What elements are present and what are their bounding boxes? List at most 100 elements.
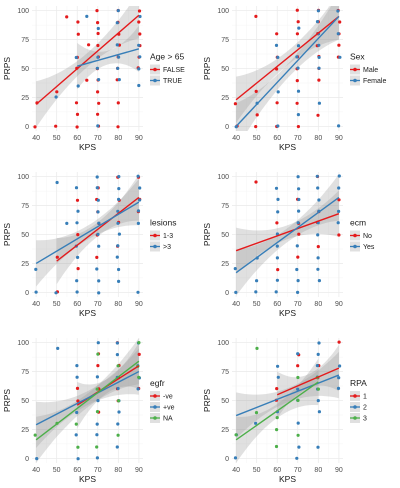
x-tick-label: 40 xyxy=(232,135,240,142)
x-tick-label: 60 xyxy=(73,135,81,142)
data-point-+ve xyxy=(117,410,121,414)
y-axis-label: PRPS xyxy=(202,389,212,412)
data-point-+ve xyxy=(115,445,119,449)
y-tick-label: 100 xyxy=(17,174,29,181)
data-point-FALSE xyxy=(76,20,80,24)
legend-key-point xyxy=(153,244,157,249)
legend-key-point xyxy=(353,394,357,398)
x-axis-label: KPS xyxy=(279,308,296,318)
y-tick-label: 25 xyxy=(221,95,229,102)
data-point-Yes xyxy=(336,221,340,225)
data-point-Yes xyxy=(316,186,320,190)
data-point->3 xyxy=(138,198,142,202)
x-tick-label: 80 xyxy=(114,467,122,474)
data-point-Yes xyxy=(254,290,258,294)
data-point-3 xyxy=(275,428,279,432)
y-tick-label: 0 xyxy=(25,456,29,463)
x-tick-label: 80 xyxy=(314,301,322,308)
x-tick-label: 90 xyxy=(335,301,343,308)
data-point-FALSE xyxy=(87,43,91,47)
data-point-TRUE xyxy=(117,55,121,59)
panel-top-left: 40 50 60 70 80 90 0 25 50 75 100 KPS PRPS Age > 65 FAL… xyxy=(2,6,185,152)
legend-label: >3 xyxy=(163,244,171,251)
x-tick-label: 50 xyxy=(53,135,61,142)
x-tick-label: 50 xyxy=(253,467,261,474)
data-point-Yes xyxy=(297,187,301,191)
data-point-TRUE xyxy=(97,78,101,82)
data-point-FALSE xyxy=(138,32,142,36)
y-axis-label: PRPS xyxy=(2,57,12,80)
y-tick-label: 50 xyxy=(21,398,29,405)
data-point-NA xyxy=(95,445,99,449)
legend-key-point xyxy=(153,394,157,398)
x-tick-label: 90 xyxy=(135,301,143,308)
x-tick-label: 40 xyxy=(32,135,40,142)
plot-area xyxy=(233,6,342,131)
data-point-NA xyxy=(117,399,121,403)
data-point->3 xyxy=(136,174,140,178)
legend-label: +ve xyxy=(163,405,175,412)
x-tick-label: 60 xyxy=(273,467,281,474)
legend-label: Yes xyxy=(363,244,375,251)
y-axis-label: PRPS xyxy=(2,389,12,412)
plot-area xyxy=(233,174,341,296)
data-point-Yes xyxy=(316,233,320,237)
data-point-Male xyxy=(233,102,237,106)
y-tick-label: 100 xyxy=(17,8,29,15)
data-point-+ve xyxy=(95,433,99,437)
data-point->3 xyxy=(117,267,121,272)
legend-key-point xyxy=(353,233,357,238)
data-point-1-3 xyxy=(75,198,80,202)
data-point-NA xyxy=(116,433,120,437)
y-tick-label: 25 xyxy=(221,427,229,434)
data-point-3 xyxy=(316,387,320,391)
data-point-Yes xyxy=(296,290,300,294)
data-point--ve xyxy=(96,364,100,368)
data-point-Male xyxy=(275,101,279,105)
x-tick-label: 70 xyxy=(94,301,102,308)
data-point-TRUE xyxy=(117,78,121,82)
data-point->3 xyxy=(117,232,121,236)
trend-line-TRUE xyxy=(77,48,140,67)
data-point->3 xyxy=(96,210,100,214)
data-point->3 xyxy=(75,221,79,225)
y-tick-label: 75 xyxy=(221,369,229,376)
data-point-Yes xyxy=(255,279,259,283)
data-point-+ve xyxy=(75,410,79,415)
data-point-Yes xyxy=(296,175,300,179)
data-point-3 xyxy=(296,398,300,402)
data-point-Female xyxy=(338,55,342,59)
data-point-Yes xyxy=(297,197,301,202)
data-point-Yes xyxy=(315,174,319,178)
legend-title: egfr xyxy=(150,378,165,388)
legend-key-point xyxy=(353,405,357,409)
data-point-TRUE xyxy=(116,9,120,13)
data-point-Yes xyxy=(274,290,278,294)
data-point-Female xyxy=(315,20,320,24)
data-point->3 xyxy=(65,221,69,225)
data-point-Yes xyxy=(295,244,299,248)
data-point->3 xyxy=(116,244,120,248)
data-point--ve xyxy=(76,399,80,403)
data-point-TRUE xyxy=(96,55,100,59)
data-point-Male xyxy=(295,101,299,105)
data-point-FALSE xyxy=(96,112,100,116)
trend-line-Female xyxy=(235,15,340,127)
plot-area xyxy=(233,340,342,463)
legend-key-point xyxy=(153,78,157,83)
data-point-Yes xyxy=(317,279,321,283)
data-point-NA xyxy=(95,410,100,414)
data-point->3 xyxy=(116,209,120,213)
data-point-3 xyxy=(275,416,279,420)
confidence-band-Male xyxy=(236,6,339,123)
data-point-No xyxy=(316,245,320,249)
legend-label: 1-3 xyxy=(163,233,173,240)
data-point-FALSE xyxy=(95,9,99,13)
data-point-NA xyxy=(95,387,99,391)
trend-line-No xyxy=(235,213,340,252)
legend-key-point xyxy=(153,67,157,72)
x-tick-label: 70 xyxy=(294,301,302,308)
data-point-NA xyxy=(137,341,141,345)
trend-line-+ve xyxy=(35,370,140,426)
